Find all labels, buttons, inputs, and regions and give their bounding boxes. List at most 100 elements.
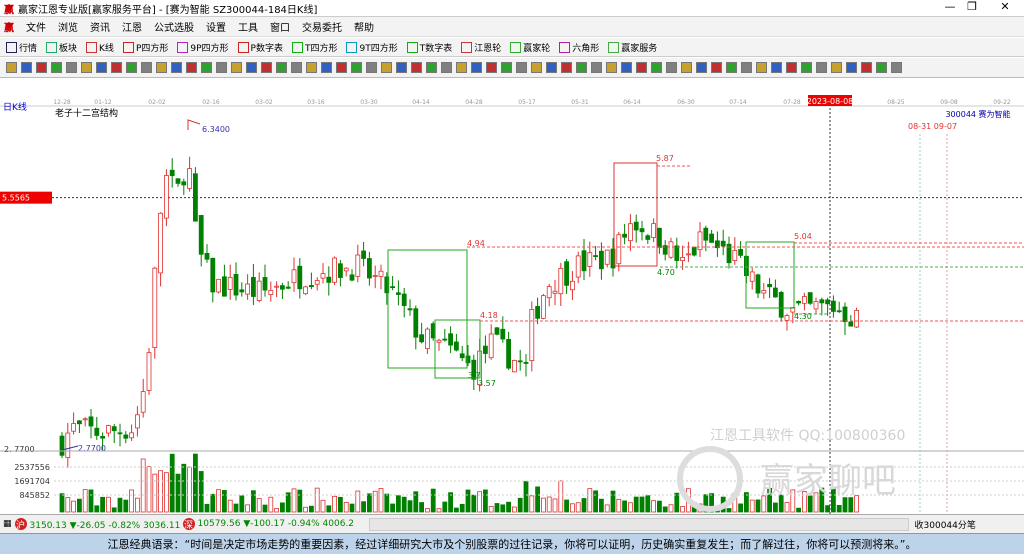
- tool-icon[interactable]: [36, 62, 47, 73]
- tool-icon[interactable]: [261, 62, 272, 73]
- tool-icon[interactable]: [591, 62, 602, 73]
- toolbar-p9[interactable]: 9P四方形: [177, 41, 229, 54]
- minimize-button[interactable]: —: [944, 0, 956, 13]
- tool-icon[interactable]: [486, 62, 497, 73]
- tool-icon[interactable]: [246, 62, 257, 73]
- tool-icon[interactable]: [771, 62, 782, 73]
- period-label: 日K线: [3, 101, 27, 113]
- volume-bar: [448, 492, 454, 513]
- tool-icon[interactable]: [546, 62, 557, 73]
- grid-icon[interactable]: ▦: [3, 519, 12, 529]
- toolbar-label: 江恩轮: [474, 43, 502, 54]
- toolbar-t9[interactable]: 9T四方形: [346, 41, 398, 54]
- tool-icon[interactable]: [636, 62, 647, 73]
- tick-detail[interactable]: 收300044分笔: [914, 520, 976, 531]
- toolbar-candles[interactable]: K线: [86, 41, 114, 54]
- tool-icon[interactable]: [216, 62, 227, 73]
- tool-icon[interactable]: [756, 62, 767, 73]
- tool-icon[interactable]: [186, 62, 197, 73]
- tool-icon[interactable]: [231, 62, 242, 73]
- toolbar-wheel[interactable]: 江恩轮: [461, 41, 501, 54]
- toolbar-hexagon[interactable]: 六角形: [559, 41, 599, 54]
- tool-icon[interactable]: [411, 62, 422, 73]
- candle: [326, 276, 332, 283]
- tool-icon[interactable]: [726, 62, 737, 73]
- tool-icon[interactable]: [741, 62, 752, 73]
- tool-icon[interactable]: [651, 62, 662, 73]
- sh-index[interactable]: 3150.13 ▼-26.05 -0.82% 3036.11亿: [29, 520, 180, 531]
- tool-icon[interactable]: [291, 62, 302, 73]
- tool-icon[interactable]: [861, 62, 872, 73]
- toolbar-label: T数字表: [419, 43, 453, 54]
- tool-icon[interactable]: [336, 62, 347, 73]
- tool-icon[interactable]: [396, 62, 407, 73]
- tool-icon[interactable]: [276, 62, 287, 73]
- tool-icon[interactable]: [306, 62, 317, 73]
- tool-icon[interactable]: [696, 62, 707, 73]
- volume-bar: [848, 497, 854, 513]
- tool-icon[interactable]: [876, 62, 887, 73]
- tool-icon[interactable]: [426, 62, 437, 73]
- tool-icon[interactable]: [66, 62, 77, 73]
- tool-icon[interactable]: [891, 62, 902, 73]
- tool-icon[interactable]: [531, 62, 542, 73]
- toolbar-pn[interactable]: P数字表: [237, 41, 283, 54]
- horizontal-scrollbar[interactable]: [368, 517, 909, 531]
- toolbar-ps[interactable]: P四方形: [122, 41, 168, 54]
- menu-item[interactable]: 窗口: [270, 23, 290, 34]
- tool-icon[interactable]: [606, 62, 617, 73]
- tool-icon[interactable]: [846, 62, 857, 73]
- tool-icon[interactable]: [801, 62, 812, 73]
- tool-icon[interactable]: [561, 62, 572, 73]
- toolbar-blocks[interactable]: 板块: [46, 41, 77, 54]
- tool-icon[interactable]: [471, 62, 482, 73]
- tool-icon[interactable]: [96, 62, 107, 73]
- close-button[interactable]: ✕: [1000, 0, 1010, 13]
- tool-icon[interactable]: [516, 62, 527, 73]
- tool-icon[interactable]: [51, 62, 62, 73]
- menu-item[interactable]: 设置: [206, 23, 226, 34]
- menu-item[interactable]: 公式选股: [154, 23, 194, 34]
- toolbar-ts[interactable]: T四方形: [291, 41, 337, 54]
- tool-icon[interactable]: [81, 62, 92, 73]
- tool-icon[interactable]: [666, 62, 677, 73]
- tool-icon[interactable]: [321, 62, 332, 73]
- tool-icon[interactable]: [201, 62, 212, 73]
- toolbar-grid[interactable]: 行情: [6, 41, 37, 54]
- menu-item[interactable]: 浏览: [58, 23, 78, 34]
- tool-icon[interactable]: [171, 62, 182, 73]
- tool-icon[interactable]: [501, 62, 512, 73]
- volume-bar: [390, 503, 396, 513]
- kline-chart[interactable]: 12-28 01-12 02-02 02-16 03-02 03-16 03-30 04-14…: [0, 94, 1024, 514]
- toolbar-tn[interactable]: T数字表: [406, 41, 453, 54]
- toolbar-wheel2[interactable]: 赢家轮: [510, 41, 550, 54]
- tool-icon[interactable]: [111, 62, 122, 73]
- tool-icon[interactable]: [681, 62, 692, 73]
- tool-icon[interactable]: [6, 62, 17, 73]
- menu-item[interactable]: 文件: [26, 23, 46, 34]
- tool-icon[interactable]: [156, 62, 167, 73]
- tool-icon[interactable]: [126, 62, 137, 73]
- menu-item[interactable]: 江恩: [122, 23, 142, 34]
- menu-item[interactable]: 帮助: [354, 23, 374, 34]
- tool-icon[interactable]: [441, 62, 452, 73]
- tool-icon[interactable]: [456, 62, 467, 73]
- tool-icon[interactable]: [786, 62, 797, 73]
- menu-item[interactable]: 工具: [238, 23, 258, 34]
- tool-icon[interactable]: [21, 62, 32, 73]
- tool-icon[interactable]: [831, 62, 842, 73]
- tool-icon[interactable]: [576, 62, 587, 73]
- maximize-button[interactable]: ❐: [967, 0, 977, 13]
- tool-icon[interactable]: [381, 62, 392, 73]
- candle: [401, 293, 407, 306]
- tool-icon[interactable]: [621, 62, 632, 73]
- toolbar-dollar[interactable]: 赢家服务: [608, 41, 657, 54]
- tool-icon[interactable]: [141, 62, 152, 73]
- menu-item[interactable]: 交易委托: [302, 23, 342, 34]
- tool-icon[interactable]: [816, 62, 827, 73]
- tool-icon[interactable]: [366, 62, 377, 73]
- menu-item[interactable]: 资讯: [90, 23, 110, 34]
- sz-index[interactable]: 10579.56 ▼-100.17 -0.94% 4006.2: [197, 519, 355, 529]
- tool-icon[interactable]: [351, 62, 362, 73]
- tool-icon[interactable]: [711, 62, 722, 73]
